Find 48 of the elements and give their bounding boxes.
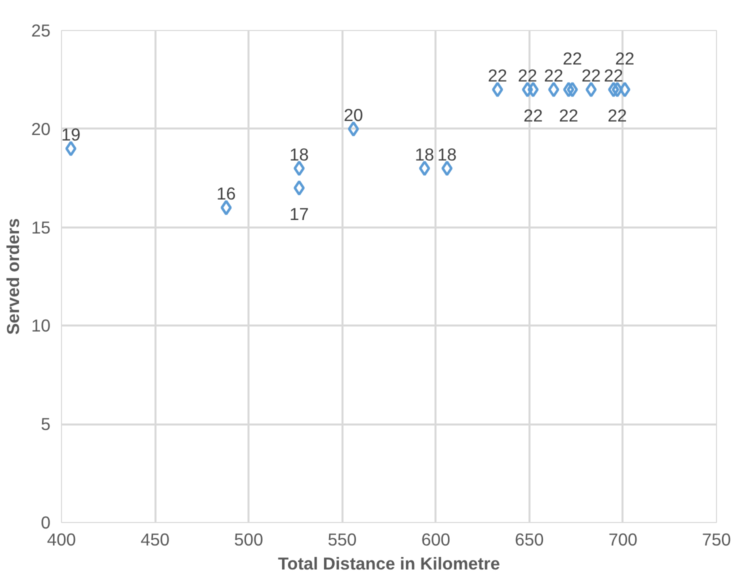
- y-tick-label: 25: [31, 20, 51, 40]
- data-label: 22: [518, 66, 538, 86]
- point: [619, 82, 630, 98]
- point: [528, 82, 539, 98]
- x-tick-label: 650: [514, 530, 544, 550]
- point: [441, 160, 453, 176]
- x-tick-label: 700: [608, 530, 638, 550]
- data-label: 20: [344, 104, 364, 125]
- point: [348, 121, 360, 137]
- point: [220, 200, 232, 216]
- data-label: 18: [437, 144, 457, 164]
- point: [612, 82, 623, 98]
- data-label: 22: [608, 106, 627, 126]
- data-label: 22: [488, 66, 508, 86]
- x-tick-label: 550: [328, 530, 357, 550]
- point: [294, 160, 305, 176]
- x-tick-label: 450: [140, 530, 170, 550]
- y-tick-label: 20: [31, 118, 51, 139]
- point: [566, 82, 578, 98]
- point: [608, 82, 620, 98]
- point: [548, 82, 560, 98]
- y-tick-label: 0: [40, 512, 51, 532]
- x-tick-label: 500: [234, 530, 264, 550]
- point: [65, 140, 76, 156]
- point: [586, 82, 597, 98]
- y-tick-label: 5: [40, 414, 51, 434]
- point: [563, 82, 574, 98]
- y-tick-label: 10: [31, 316, 51, 336]
- x-axis-title: Total Distance in Kilometre: [278, 554, 500, 574]
- point: [418, 160, 430, 176]
- data-label: 22: [544, 66, 564, 86]
- data-label: 22: [559, 106, 578, 126]
- data-label: 16: [216, 184, 236, 204]
- point: [492, 82, 504, 98]
- y-tick-label: 15: [31, 217, 51, 238]
- x-tick-label: 600: [421, 530, 450, 550]
- data-label: 22: [581, 66, 601, 86]
- data-label: 22: [523, 106, 543, 126]
- data-label: 22: [562, 48, 582, 69]
- x-tick-label: 750: [702, 530, 731, 550]
- data-label: 17: [290, 204, 309, 224]
- data-label: 19: [61, 124, 80, 145]
- point: [522, 82, 534, 98]
- data-label: 18: [290, 144, 309, 164]
- y-axis-title: Served orders: [3, 218, 24, 335]
- point: [294, 180, 305, 196]
- data-label: 18: [414, 144, 434, 164]
- x-tick-label: 400: [47, 530, 76, 550]
